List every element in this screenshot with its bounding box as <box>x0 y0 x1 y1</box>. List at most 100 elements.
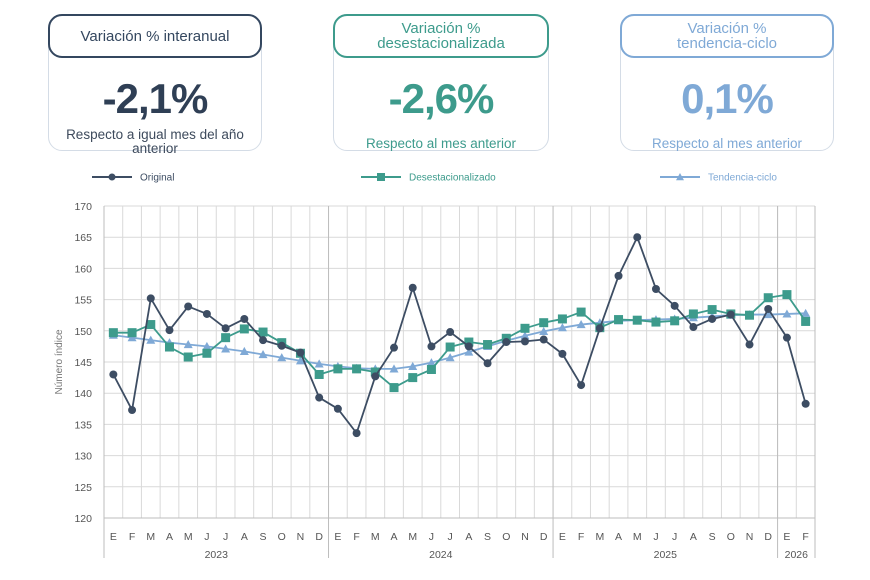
point-desestacionalizado <box>108 328 118 338</box>
y-tick-label: 155 <box>74 295 92 307</box>
point-original <box>689 323 698 332</box>
x-tick-label: M <box>371 531 380 543</box>
x-tick-label: A <box>690 531 697 543</box>
point-original <box>633 233 642 242</box>
y-tick-label: 130 <box>74 451 92 463</box>
point-original <box>446 328 455 337</box>
point-original <box>464 342 473 351</box>
point-tendencia-ciclo <box>576 320 586 329</box>
x-tick-label: E <box>783 531 790 543</box>
point-original <box>764 304 773 313</box>
point-tendencia-ciclo <box>464 347 474 356</box>
y-tick-label: 140 <box>74 388 92 400</box>
point-original <box>240 314 249 323</box>
point-desestacionalizado <box>389 383 399 393</box>
card-desestacionalizada-subtitle: Respecto al mes anterior <box>365 136 517 151</box>
x-tick-label: D <box>764 531 772 543</box>
point-desestacionalizado <box>127 328 137 338</box>
x-tick-label: S <box>484 531 491 543</box>
point-tendencia-ciclo <box>426 358 436 367</box>
point-original <box>296 348 305 357</box>
point-original <box>128 406 137 415</box>
point-original <box>801 399 810 408</box>
x-tick-label: F <box>129 531 135 543</box>
x-tick-label: A <box>391 531 398 543</box>
point-tendencia-ciclo <box>277 353 287 362</box>
point-desestacionalizado <box>688 309 698 319</box>
point-original <box>165 326 174 335</box>
point-tendencia-ciclo <box>557 323 567 332</box>
card-interanual-subtitle: Respecto a igual mes del año anterior <box>66 127 244 156</box>
y-tick-label: 125 <box>74 482 92 494</box>
card-interanual-value: -2,1% <box>102 75 209 122</box>
point-desestacionalizado <box>614 315 624 325</box>
point-desestacionalizado <box>801 316 811 326</box>
x-tick-label: E <box>559 531 566 543</box>
point-desestacionalizado <box>763 293 773 303</box>
x-tick-label: F <box>802 531 808 543</box>
card-interanual: Variación % interanual -2,1% Respecto a … <box>48 14 262 156</box>
point-tendencia-ciclo <box>202 341 212 350</box>
point-desestacionalizado <box>707 305 717 315</box>
card-tendencia-ciclo-title: Variación % tendencia-ciclo <box>620 14 834 58</box>
point-desestacionalizado <box>782 290 792 300</box>
x-tick-label: J <box>672 531 677 543</box>
point-original <box>352 429 361 438</box>
x-tick-label: D <box>540 531 548 543</box>
card-desestacionalizada-value: -2,6% <box>388 75 495 122</box>
point-desestacionalizado <box>464 337 474 347</box>
point-tendencia-ciclo <box>127 333 137 342</box>
x-tick-label: O <box>727 531 735 543</box>
x-tick-label: J <box>429 531 434 543</box>
x-tick-label: M <box>408 531 417 543</box>
point-desestacionalizado <box>370 367 380 377</box>
point-tendencia-ciclo <box>539 326 549 336</box>
point-original <box>277 341 286 350</box>
point-desestacionalizado <box>557 314 567 324</box>
point-original <box>558 349 567 358</box>
point-original <box>708 314 717 323</box>
point-original <box>427 342 436 351</box>
y-tick-label: 145 <box>74 357 92 369</box>
x-tick-label: F <box>353 531 359 543</box>
point-original <box>520 337 529 346</box>
point-original <box>333 404 342 413</box>
point-desestacionalizado <box>539 318 549 328</box>
x-tick-label: M <box>633 531 642 543</box>
legend-label-original: Original <box>140 173 174 184</box>
point-desestacionalizado <box>314 369 324 379</box>
point-tendencia-ciclo <box>221 344 231 353</box>
point-original <box>782 333 791 342</box>
point-tendencia-ciclo <box>520 331 530 340</box>
x-tick-label: E <box>110 531 117 543</box>
card-tendencia-ciclo-value: 0,1% <box>681 75 774 122</box>
point-original <box>502 338 511 347</box>
card-tendencia-ciclo: Variación % tendencia-ciclo 0,1% Respect… <box>620 14 834 151</box>
legend-layer: Original Desestacionalizado Tendencia-cicl… <box>92 173 777 184</box>
x-tick-label: A <box>465 531 472 543</box>
point-tendencia-ciclo <box>763 310 773 319</box>
point-desestacionalizado <box>258 327 268 337</box>
point-desestacionalizado <box>520 323 530 333</box>
series-layer <box>108 233 811 438</box>
x-tick-label: A <box>241 531 248 543</box>
x-tick-label: J <box>448 531 453 543</box>
point-tendencia-ciclo <box>258 350 268 359</box>
point-desestacionalizado <box>445 342 455 352</box>
y-tick-label: 120 <box>74 513 92 525</box>
point-original <box>315 393 324 402</box>
point-desestacionalizado <box>239 324 249 334</box>
x-tick-label: S <box>709 531 716 543</box>
x-tick-label: S <box>260 531 267 543</box>
x-tick-label: J <box>653 531 658 543</box>
point-desestacionalizado <box>745 310 755 320</box>
point-tendencia-ciclo <box>183 340 193 349</box>
point-tendencia-ciclo <box>801 308 811 317</box>
point-desestacionalizado <box>221 333 231 343</box>
y-tick-label: 170 <box>74 201 92 213</box>
y-axis-title: Número índice <box>54 329 65 394</box>
point-desestacionalizado <box>632 315 642 325</box>
year-label: 2026 <box>785 549 809 561</box>
point-original <box>221 324 230 333</box>
